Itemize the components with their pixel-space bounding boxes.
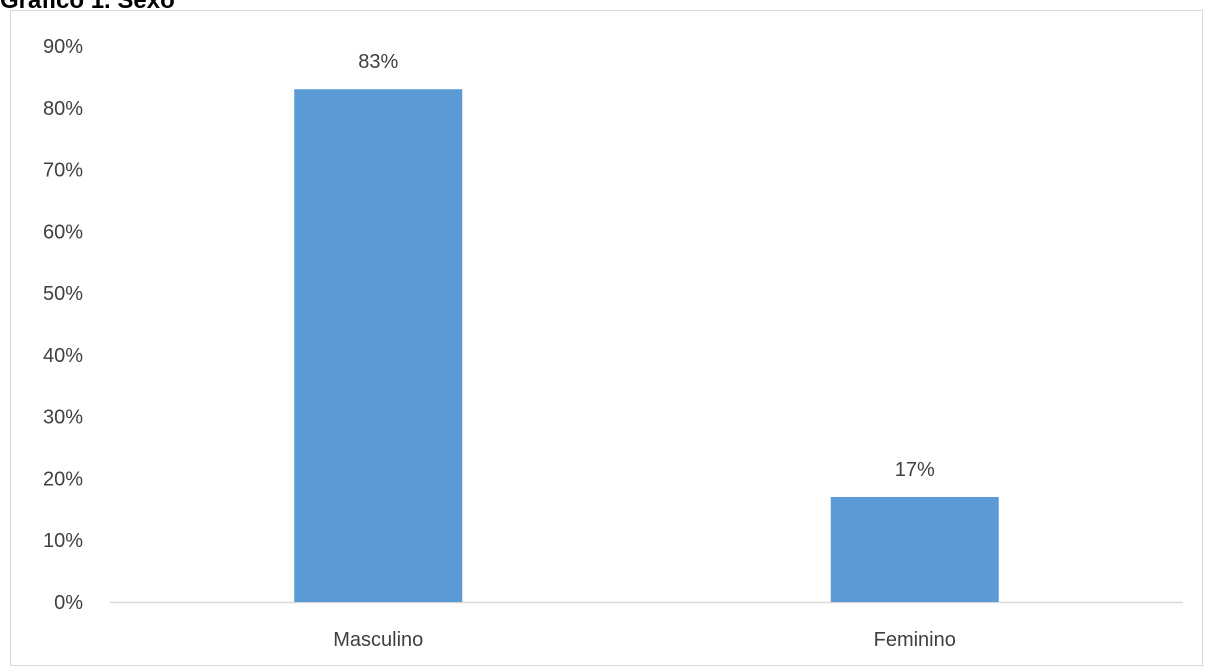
- y-tick-label: 20%: [43, 468, 83, 490]
- y-tick-label: 10%: [43, 530, 83, 552]
- y-tick-label: 30%: [43, 407, 83, 429]
- y-tick-label: 70%: [43, 160, 83, 182]
- data-labels: 83% 17%: [358, 51, 935, 481]
- bars: [294, 89, 999, 602]
- bar-feminino: [830, 496, 999, 602]
- y-tick-label: 40%: [43, 345, 83, 367]
- data-label-masculino: 83%: [358, 51, 398, 73]
- x-axis-ticks: Masculino Feminino: [333, 629, 956, 651]
- data-label-feminino: 17%: [895, 459, 935, 481]
- x-tick-label-masculino: Masculino: [333, 629, 423, 651]
- bar-masculino: [294, 89, 463, 602]
- y-tick-label: 90%: [43, 36, 83, 58]
- y-tick-label: 0%: [54, 592, 83, 614]
- y-tick-label: 80%: [43, 98, 83, 120]
- chart-frame: [10, 10, 1203, 666]
- x-tick-label-feminino: Feminino: [874, 629, 956, 651]
- chart-title: Gráfico 1. Sexo: [0, 0, 175, 14]
- y-tick-label: 50%: [43, 283, 83, 305]
- y-tick-label: 60%: [43, 221, 83, 243]
- y-axis-ticks: 0% 10% 20% 30% 40% 50% 60% 70% 80% 90%: [43, 36, 83, 614]
